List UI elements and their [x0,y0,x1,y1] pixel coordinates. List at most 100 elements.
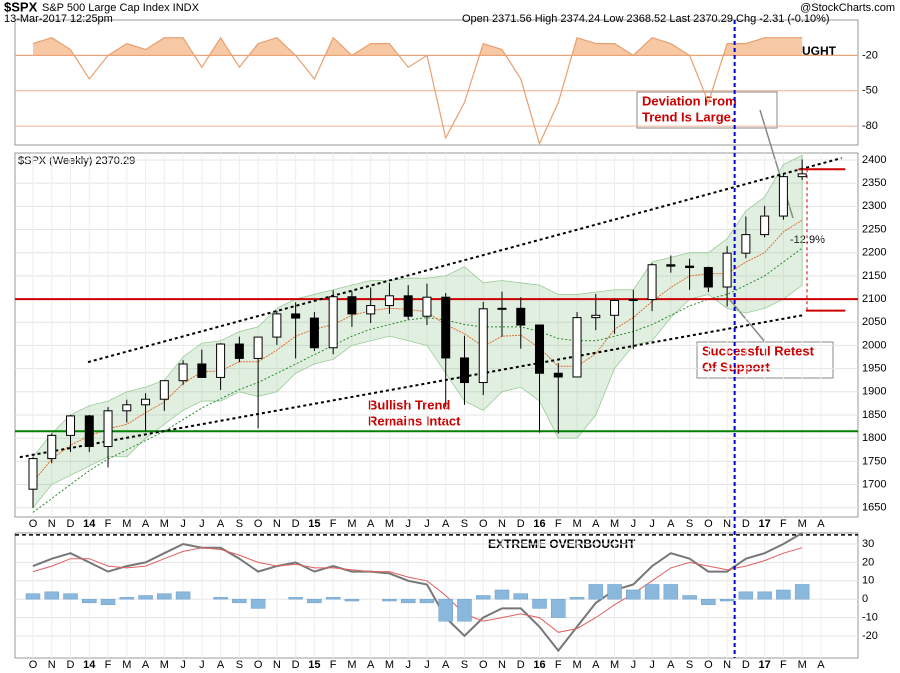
candle-body [291,313,301,319]
histogram-bar [532,598,547,609]
trend-line [87,157,842,364]
x-tick-label: A [367,659,375,671]
histogram-bar [138,595,153,600]
histogram-bar [569,597,585,600]
histogram-bar [626,589,641,600]
y-tick-label: 2250 [862,223,886,235]
histogram-bar [400,598,416,604]
x-tick-label: M [798,659,807,671]
date: 13-Mar-2017 12:25pm [4,13,113,25]
x-tick-label: A [217,518,225,530]
x-tick-label: N [498,518,506,530]
candle-body [347,296,357,315]
candle-body [253,336,263,359]
arrow [729,299,766,343]
candle-body [516,307,526,326]
candle-body [197,363,207,378]
x-tick-label: A [367,518,375,530]
candle-body [141,398,151,406]
panel [14,532,859,659]
x-tick-label: A [667,518,675,530]
x-tick-label: F [555,659,562,671]
x-tick-label: J [405,518,411,530]
x-tick-label: M [385,518,394,530]
candle-body [122,404,132,412]
indicator-line [32,36,803,146]
x-tick-label: F [105,518,112,530]
x-tick-label: O [479,518,488,530]
x-tick-label: N [498,659,506,671]
histogram-bar [494,589,510,600]
macd-line [32,532,803,653]
x-tick-label: M [122,659,131,671]
x-tick-label: M [572,518,581,530]
watermark: @StockCharts.com [800,2,895,14]
title: $SPX [4,0,38,14]
histogram-bar [719,598,735,602]
x-tick-label: J [631,659,637,671]
x-tick-label: J [649,659,655,671]
y-tick-label: 0 [862,593,868,605]
candle-body [403,295,413,317]
histogram-bar [513,593,529,600]
candle-body [591,314,601,319]
y-tick-label: 1700 [862,478,886,490]
histogram-bar [250,598,266,609]
x-tick-label: D [517,518,525,530]
quote: Open 2371.56 High 2374.24 Low 2368.52 La… [462,13,830,25]
x-tick-label: F [780,518,787,530]
y-tick-label: -20 [862,630,878,642]
candle-body [722,252,732,288]
x-tick-label: A [817,518,825,530]
candle-body [159,380,169,400]
x-tick-label: A [217,659,225,671]
candle-body [610,299,620,316]
candle-body [553,372,563,378]
x-tick-label: F [105,659,112,671]
candle-body [216,343,226,378]
y-tick-label: 1850 [862,409,886,421]
y-tick-label: 2300 [862,200,886,212]
candle-body [478,308,488,384]
histogram-bar [551,598,566,618]
histogram-bar [757,591,772,600]
candle-body [535,324,545,374]
x-tick-label: D [517,659,525,671]
histogram-bar [701,598,716,605]
y-tick-label: 20 [862,556,874,568]
y-tick-label: 2400 [862,154,886,166]
histogram-bar [438,598,453,622]
x-tick-label: J [199,518,205,530]
histogram-bar [738,591,754,600]
x-tick-label: O [254,518,263,530]
x-tick-label: F [555,518,562,530]
annotation: Remains Intact [368,413,461,428]
x-tick-label: O [29,659,38,671]
x-tick-label: A [817,659,825,671]
x-tick-label: D [292,518,300,530]
candle-body [328,296,338,349]
x-tick-label: O [29,518,38,530]
x-tick-label: J [424,659,430,671]
histogram-bar [82,598,97,604]
x-tick-label: 17 [759,659,771,671]
x-tick-label: D [742,518,750,530]
y-tick-label: 1650 [862,502,886,514]
histogram-bar [232,598,247,604]
candle-body [760,215,770,236]
histogram-bar [475,595,491,600]
histogram-bar [588,584,604,600]
candle-body [366,305,376,315]
x-tick-label: M [160,659,169,671]
histogram-bar [382,598,397,602]
x-tick-label: M [572,659,581,671]
x-tick-label: S [461,518,468,530]
x-tick-label: N [273,518,281,530]
histogram-bar [607,584,622,600]
histogram-bar [682,595,697,600]
x-tick-label: F [330,659,337,671]
x-tick-label: J [631,518,637,530]
x-tick-label: O [704,518,713,530]
y-tick-label: -20 [862,49,878,61]
y-tick-label: 2100 [862,293,886,305]
